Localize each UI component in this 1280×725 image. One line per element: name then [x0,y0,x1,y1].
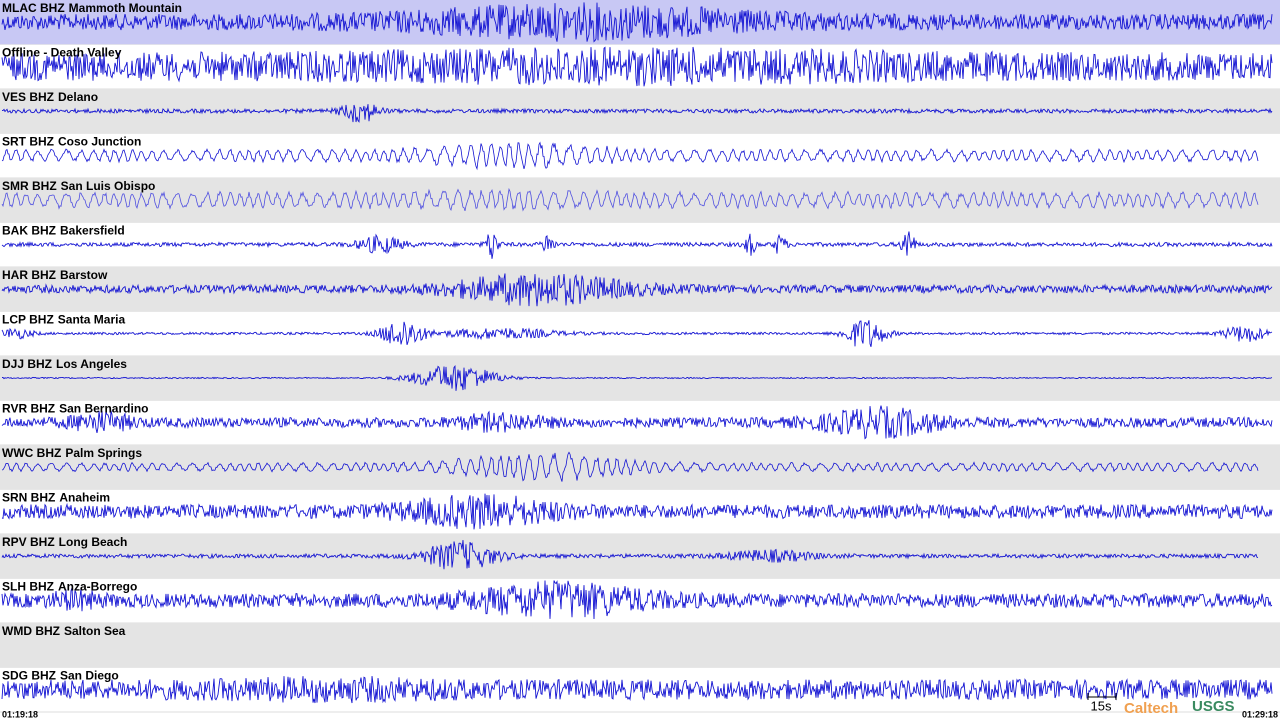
station-code: RPV BHZ [2,535,55,549]
station-code: MLAC BHZ [2,1,65,15]
station-label: SRN BHZ Anaheim [2,491,110,505]
station-label: WWC BHZ Palm Springs [2,446,142,460]
station-code: WMD BHZ [2,624,60,638]
waveform [2,365,1273,391]
station-name: Coso Junction [58,135,141,149]
station-name: Salton Sea [64,624,126,638]
station-label: SRT BHZ Coso Junction [2,135,141,149]
station-label: MLAC BHZ Mammoth Mountain [2,1,182,15]
waveform [1,320,1273,347]
station-name: Mammoth Mountain [69,1,182,15]
station-name: San Luis Obispo [61,179,156,193]
station-code: DJJ BHZ [2,357,52,371]
station-row [0,0,1280,45]
station-code: SRN BHZ [2,491,55,505]
waveform [1,187,1259,212]
station-label: VES BHZ Delano [2,90,98,104]
station-code: RVR BHZ [2,402,55,416]
station-name: San Bernardino [59,402,148,416]
station-label: BAK BHZ Bakersfield [2,224,125,238]
station-row [0,89,1280,134]
station-code: VES BHZ [2,90,54,104]
station-name: Anaheim [59,491,110,505]
waveform [1,676,1273,704]
station-label: RPV BHZ Long Beach [2,535,127,549]
station-code: SDG BHZ [2,669,56,683]
waveform [1,104,1273,123]
station-code: BAK BHZ [2,224,56,238]
station-code: WWC BHZ [2,446,61,460]
station-name: Delano [58,90,98,104]
station-row [0,133,1280,178]
waveform [1,2,1273,43]
waveform [1,451,1259,482]
usgs-logo: USGS [1192,698,1235,715]
station-name: Long Beach [59,535,128,549]
start-time: 01:19:18 [2,709,38,719]
station-label: WMD BHZ Salton Sea [2,624,126,638]
station-row [0,178,1280,223]
waveform [1,580,1273,620]
station-code: SRT BHZ [2,135,54,149]
station-label: SDG BHZ San Diego [2,669,119,683]
station-label: RVR BHZ San Bernardino [2,402,148,416]
station-name: Santa Maria [58,313,126,327]
station-label: Offline - Death Valley [2,46,122,60]
waveform [1,231,1273,259]
station-label: LCP BHZ Santa Maria [2,313,125,327]
waveform [1,493,1273,530]
waveform [1,540,1259,570]
station-code: SMR BHZ [2,179,57,193]
scale-bar-label: 15s [1091,698,1112,713]
station-code: SLH BHZ [2,580,54,594]
station-label: HAR BHZ Barstow [2,268,108,282]
station-name: Los Angeles [56,357,127,371]
waveform [1,141,1259,171]
waveform [1,405,1273,440]
station-row [0,267,1280,312]
station-label: DJJ BHZ Los Angeles [2,357,127,371]
caltech-logo: Caltech [1124,700,1178,717]
station-name: Barstow [60,268,108,282]
station-name: Palm Springs [65,446,142,460]
end-time: 01:29:18 [1242,709,1278,719]
station-name: Bakersfield [60,224,125,238]
station-label: SLH BHZ Anza-Borrego [2,580,137,594]
station-code: HAR BHZ [2,268,56,282]
waveform [1,273,1273,307]
station-label: SMR BHZ San Luis Obispo [2,179,155,193]
station-name: San Diego [60,669,119,683]
station-row [0,623,1280,668]
station-row [0,445,1280,490]
waveform [1,46,1273,87]
station-name: Offline - Death Valley [2,46,122,60]
station-name: Anza-Borrego [58,580,137,594]
station-code: LCP BHZ [2,313,54,327]
